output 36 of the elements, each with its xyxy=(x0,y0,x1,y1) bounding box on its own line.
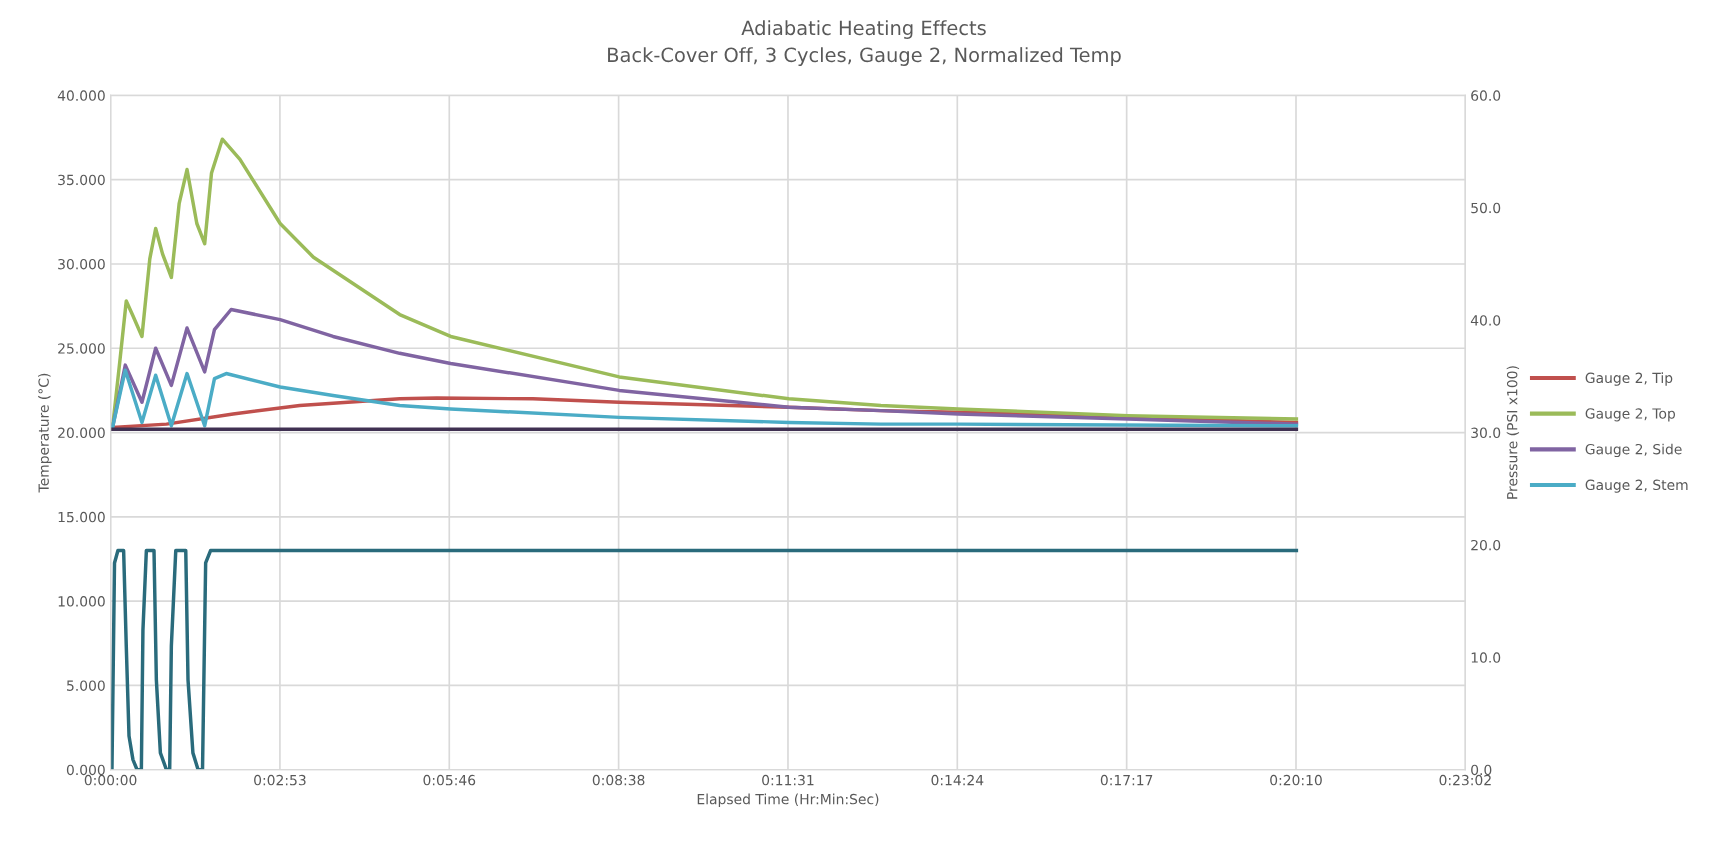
y2-tick-label: 0.0 xyxy=(1471,764,1492,776)
y-tick-label: 30.000 xyxy=(58,258,105,270)
y-tick-label: 25.000 xyxy=(58,343,105,354)
y-tick-label: 35.000 xyxy=(58,174,105,186)
line-series xyxy=(110,548,1299,770)
y2-tick-label: 30.0 xyxy=(1471,427,1501,439)
x-tick-label: 0:08:38 xyxy=(592,774,645,786)
y-tick-label: 15.000 xyxy=(58,511,105,523)
x-tick-label: 0:20:10 xyxy=(1270,774,1322,786)
chart-subtitle: Back-Cover Off, 3 Cycles, Gauge 2, Normalized Temp xyxy=(608,47,1121,66)
y-tick-label: 5.000 xyxy=(67,680,105,691)
y-tick-label: 20.000 xyxy=(58,427,105,439)
x-tick-label: 0:02:53 xyxy=(254,774,306,786)
x-axis-title: Elapsed Time (Hr:Min:Sec) xyxy=(697,793,879,808)
y2-tick-label: 60.0 xyxy=(1471,90,1501,101)
y2-tick-label: 20.0 xyxy=(1471,539,1501,551)
x-tick-label: 0:23:02 xyxy=(1439,774,1491,786)
y2-axis-title: Pressure (PSI x100) xyxy=(1506,366,1520,499)
y-tick-label: 0.000 xyxy=(66,764,105,776)
x-tick-label: 0:14:24 xyxy=(931,774,984,786)
x-tick-label: 0:05:46 xyxy=(423,774,476,786)
y2-tick-label: 10.0 xyxy=(1471,652,1501,663)
chart-title: Adiabatic Heating Effects xyxy=(741,20,986,39)
y-tick-label: 10.000 xyxy=(58,596,105,607)
y2-tick-label: 40.0 xyxy=(1470,315,1501,326)
legend-label: Gauge 2, Side xyxy=(1585,443,1682,458)
legend-label: Gauge 2, Stem xyxy=(1585,479,1688,493)
y2-tick-label: 50.0 xyxy=(1471,202,1501,214)
line-series xyxy=(110,368,1299,430)
legend-label: Gauge 2, Top xyxy=(1585,408,1676,422)
x-tick-label: 0:11:31 xyxy=(762,774,814,786)
y-tick-label: 40.000 xyxy=(57,90,105,101)
legend-label: Gauge 2, Tip xyxy=(1585,372,1673,386)
y-axis-title: Temperature (°C) xyxy=(38,373,52,493)
x-tick-label: 0:00:00 xyxy=(84,774,137,786)
x-tick-label: 0:17:17 xyxy=(1100,774,1153,786)
